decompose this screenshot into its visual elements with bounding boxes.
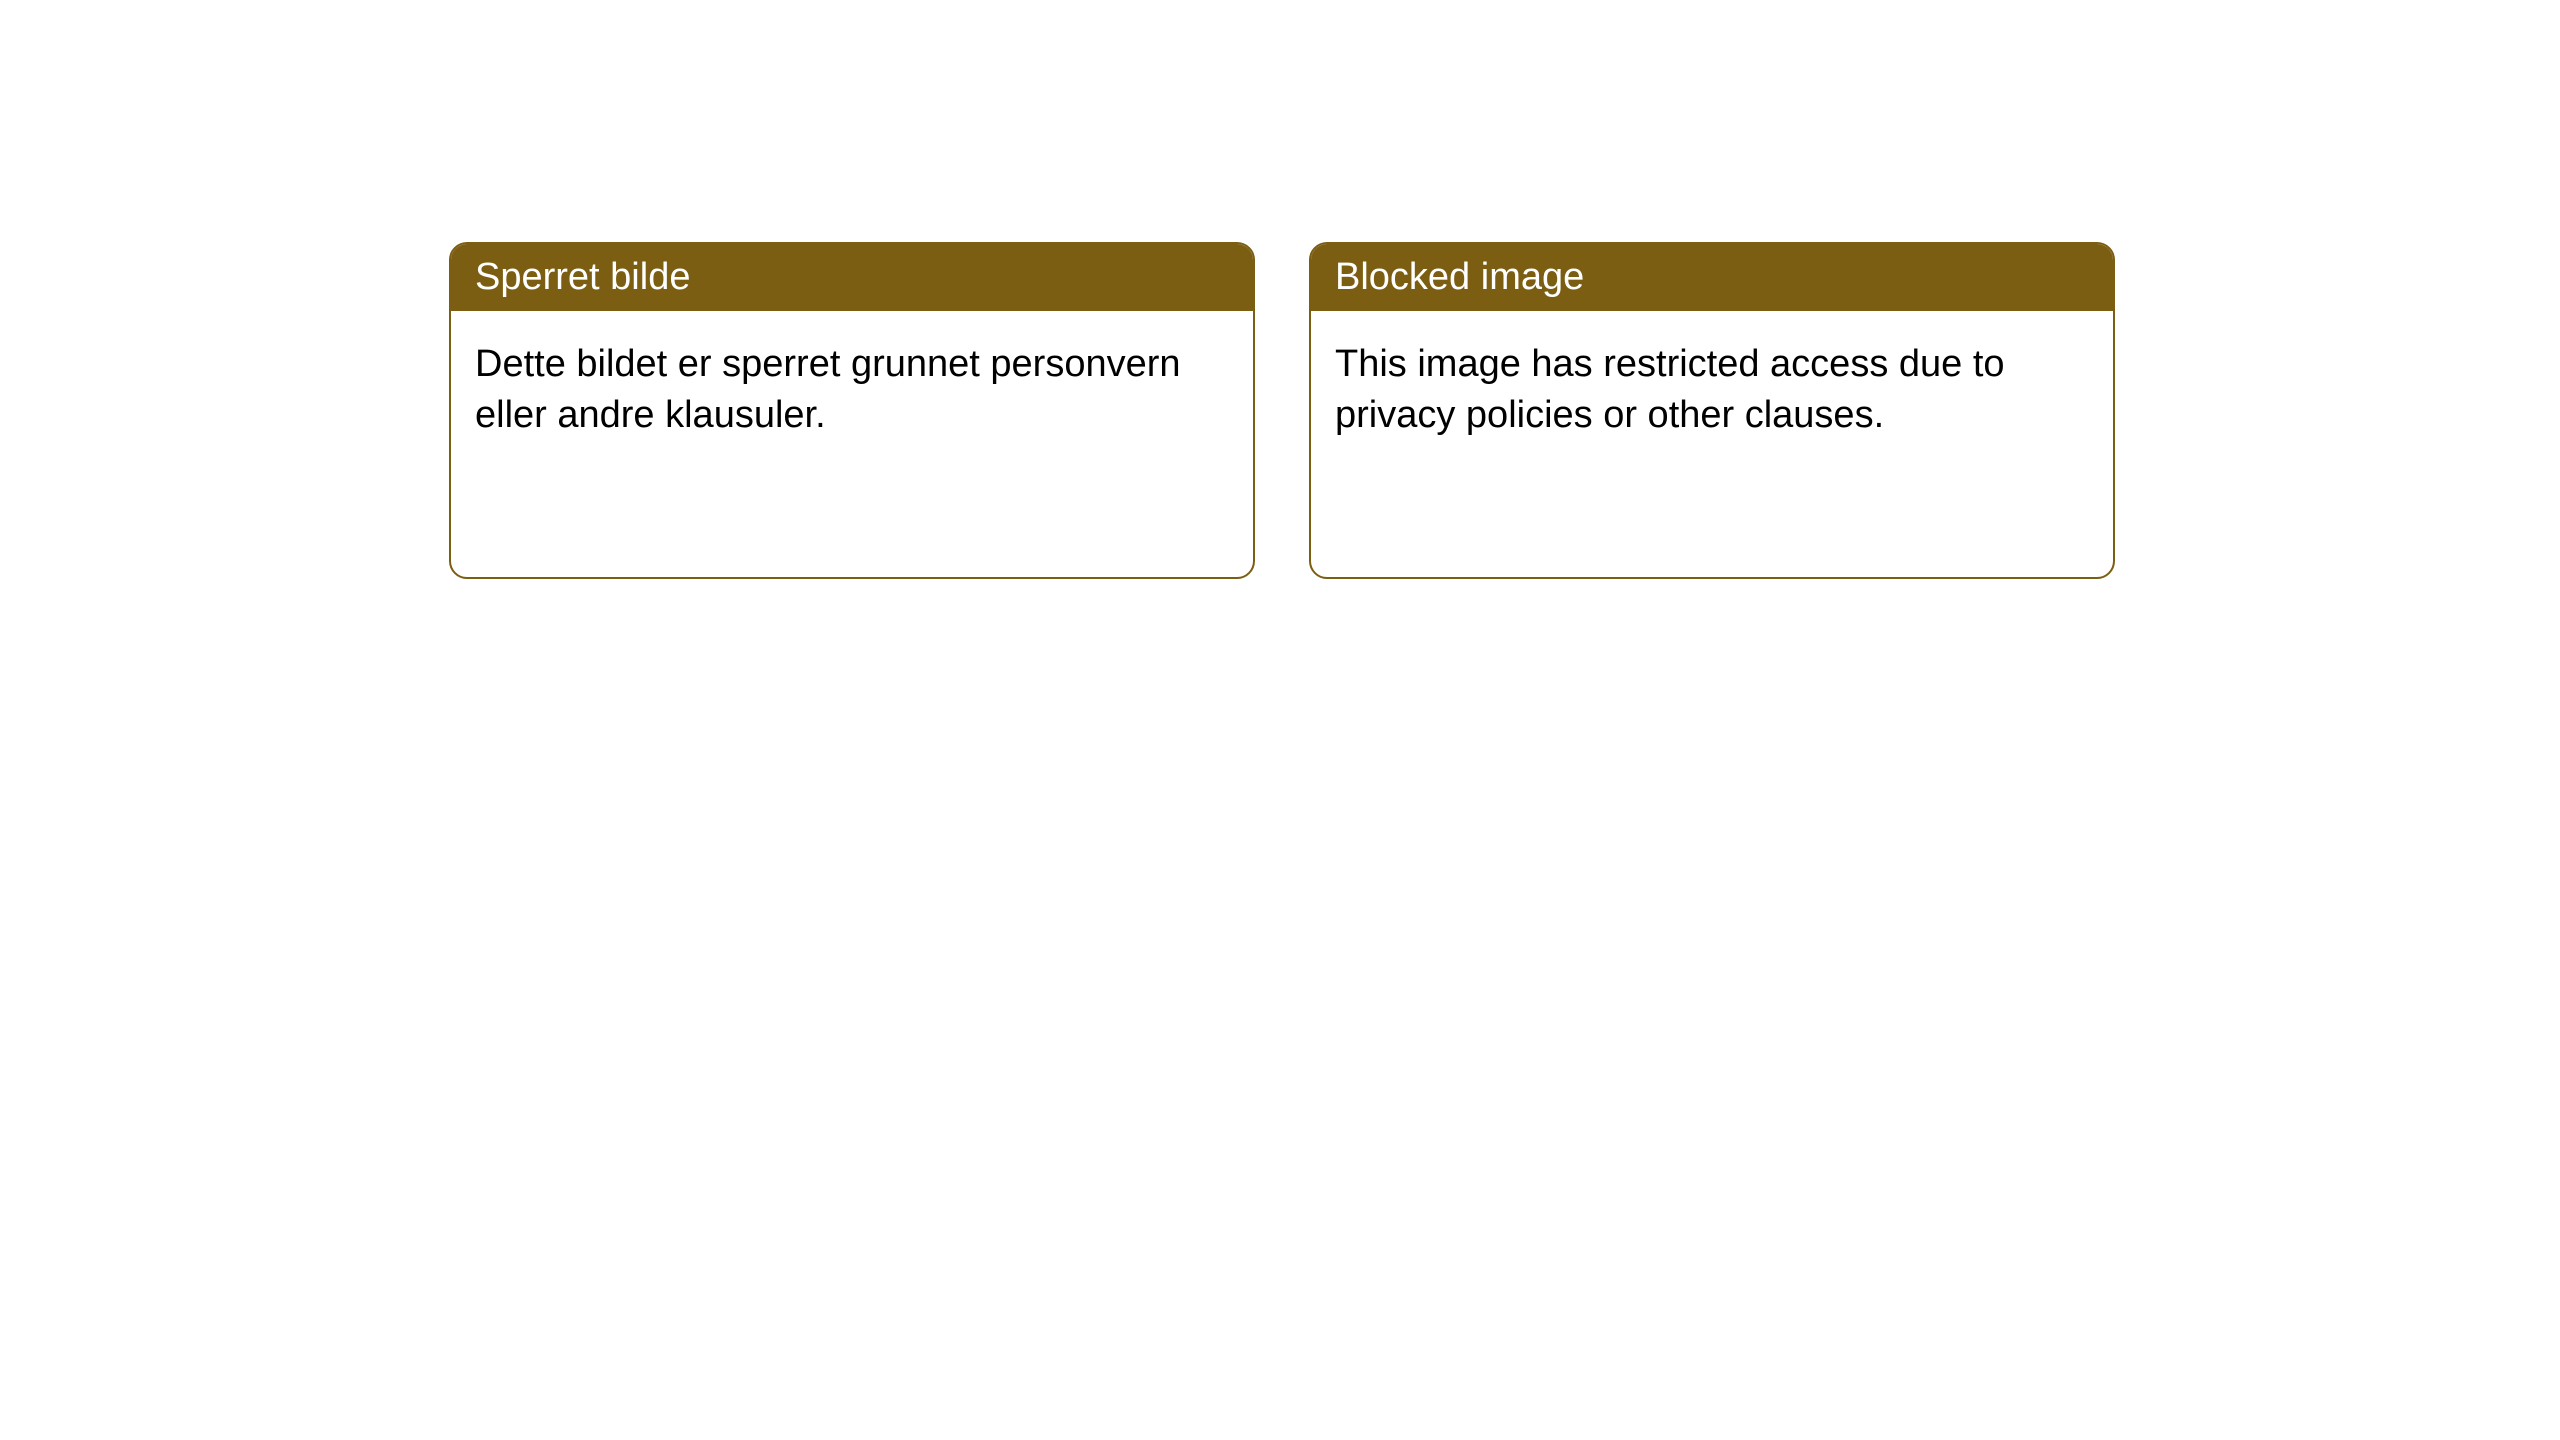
notice-container: Sperret bilde Dette bildet er sperret gr… — [449, 242, 2115, 579]
card-title-english: Blocked image — [1311, 244, 2113, 311]
notice-card-english: Blocked image This image has restricted … — [1309, 242, 2115, 579]
card-body-english: This image has restricted access due to … — [1311, 311, 2113, 470]
card-body-norwegian: Dette bildet er sperret grunnet personve… — [451, 311, 1253, 470]
card-title-norwegian: Sperret bilde — [451, 244, 1253, 311]
notice-card-norwegian: Sperret bilde Dette bildet er sperret gr… — [449, 242, 1255, 579]
